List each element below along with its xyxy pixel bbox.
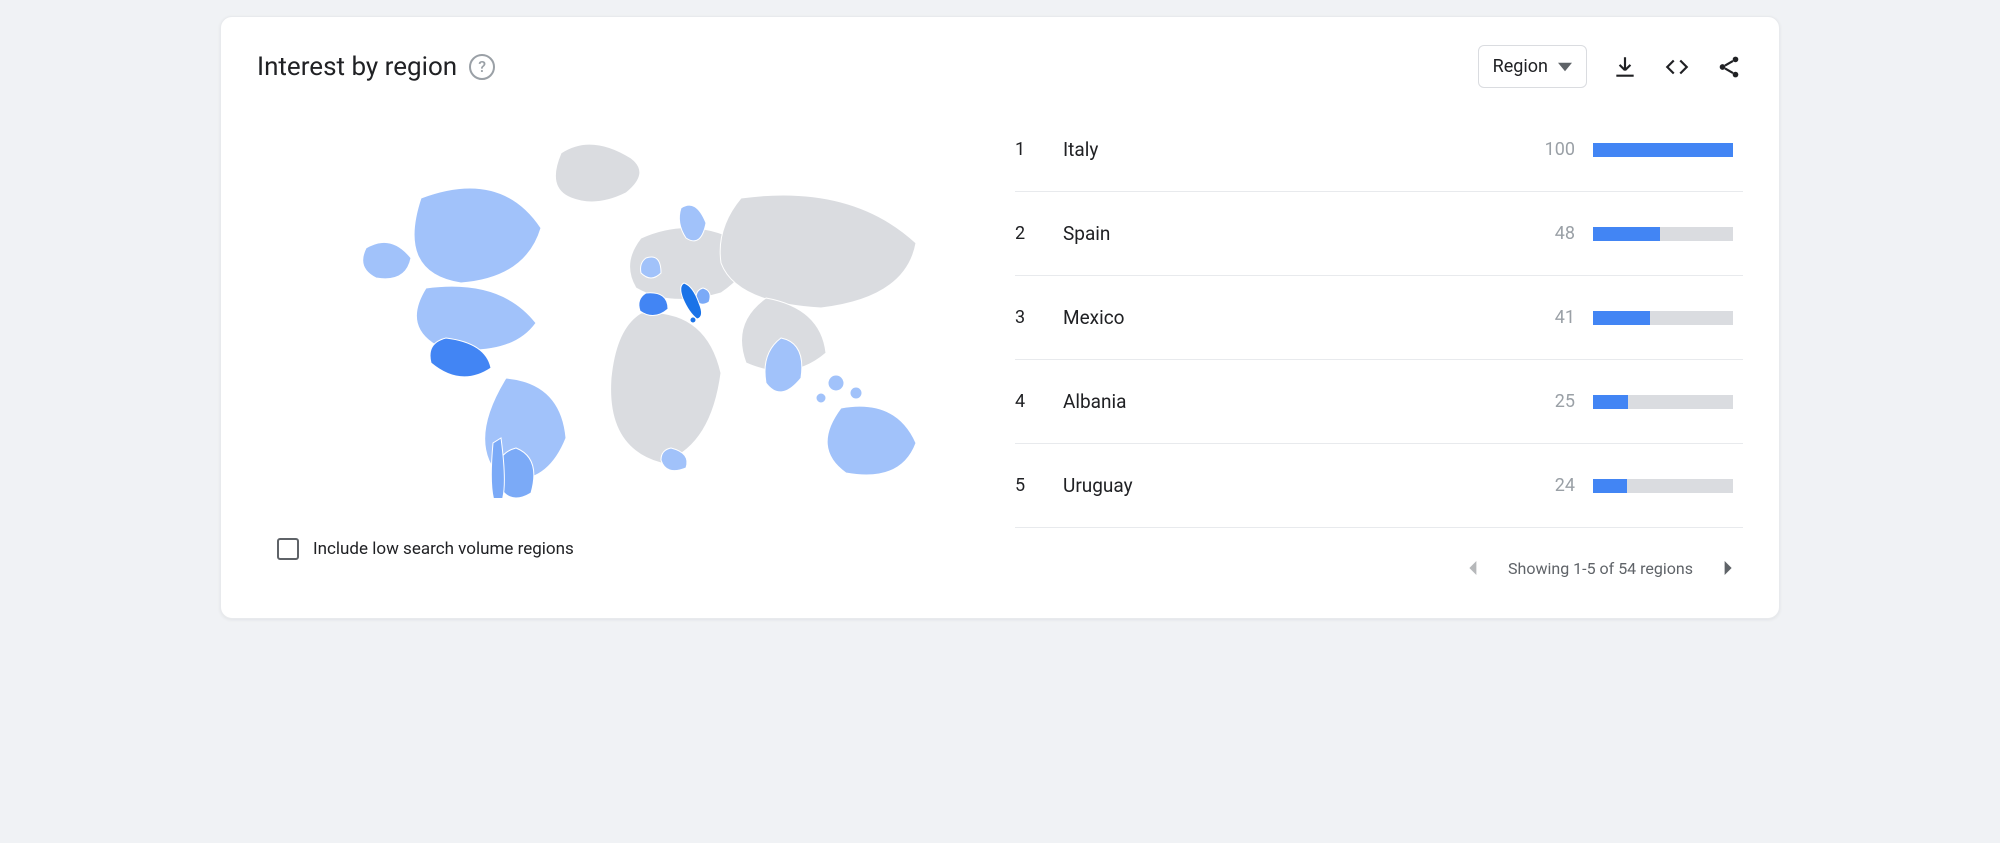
value-bar-fill <box>1593 143 1733 157</box>
region-name: Albania <box>1063 390 1537 413</box>
value-bar-fill <box>1593 311 1650 325</box>
region-name: Spain <box>1063 222 1537 245</box>
checkbox-icon <box>277 538 299 560</box>
pager-next-button[interactable] <box>1715 554 1743 582</box>
include-low-volume-label: Include low search volume regions <box>313 539 574 559</box>
include-low-volume-checkbox[interactable]: Include low search volume regions <box>277 538 574 560</box>
interest-by-region-card: Interest by region ? Region <box>220 16 1780 619</box>
region-value: 24 <box>1555 475 1575 496</box>
region-rank: 2 <box>1015 223 1045 244</box>
region-scope-dropdown[interactable]: Region <box>1478 45 1587 88</box>
value-bar-fill <box>1593 479 1627 493</box>
map-column: Include low search volume regions <box>257 108 985 560</box>
region-row[interactable]: 5 Uruguay 24 <box>1015 444 1743 528</box>
region-value: 48 <box>1555 223 1575 244</box>
download-icon[interactable] <box>1611 53 1639 81</box>
chevron-left-icon <box>1465 561 1479 575</box>
region-name: Mexico <box>1063 306 1537 329</box>
card-title: Interest by region <box>257 52 457 82</box>
value-bar-fill <box>1593 227 1660 241</box>
header-actions: Region <box>1478 45 1743 88</box>
value-bar <box>1593 479 1733 493</box>
value-bar <box>1593 143 1733 157</box>
value-bar <box>1593 227 1733 241</box>
value-bar <box>1593 311 1733 325</box>
card-body: Include low search volume regions 1 Italy… <box>257 108 1743 582</box>
region-value: 25 <box>1555 391 1575 412</box>
pager-status-text: Showing 1-5 of 54 regions <box>1508 559 1693 578</box>
region-value: 41 <box>1555 307 1575 328</box>
region-rank: 5 <box>1015 475 1045 496</box>
region-rank: 4 <box>1015 391 1045 412</box>
chevron-right-icon <box>1722 561 1736 575</box>
region-rank: 1 <box>1015 139 1045 160</box>
region-row[interactable]: 2 Spain 48 <box>1015 192 1743 276</box>
caret-down-icon <box>1558 60 1572 74</box>
world-map-svg <box>311 128 931 498</box>
region-rank: 3 <box>1015 307 1045 328</box>
share-icon[interactable] <box>1715 53 1743 81</box>
region-list: 1 Italy 100 2 Spain 48 3 Mexico 41 4 Albania 25 5 Uru… <box>1015 108 1743 582</box>
region-name: Uruguay <box>1063 474 1537 497</box>
card-header: Interest by region ? Region <box>257 45 1743 88</box>
region-row[interactable]: 3 Mexico 41 <box>1015 276 1743 360</box>
region-row[interactable]: 1 Italy 100 <box>1015 108 1743 192</box>
region-name: Italy <box>1063 138 1527 161</box>
region-value: 100 <box>1545 139 1575 160</box>
embed-icon[interactable] <box>1663 53 1691 81</box>
pager-prev-button[interactable] <box>1458 554 1486 582</box>
dropdown-label: Region <box>1493 56 1548 77</box>
help-icon[interactable]: ? <box>469 54 495 80</box>
region-row[interactable]: 4 Albania 25 <box>1015 360 1743 444</box>
pager: Showing 1-5 of 54 regions <box>1015 554 1743 582</box>
world-map[interactable] <box>311 128 931 498</box>
value-bar-fill <box>1593 395 1628 409</box>
title-wrap: Interest by region ? <box>257 52 495 82</box>
value-bar <box>1593 395 1733 409</box>
